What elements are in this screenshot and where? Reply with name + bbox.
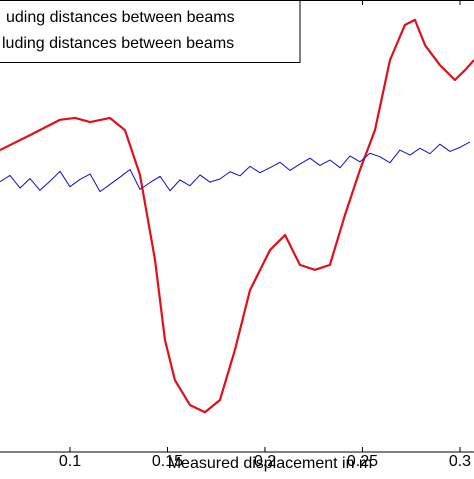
x-tick-label: 0.3 xyxy=(449,453,471,470)
x-tick-label: 0.15 xyxy=(152,453,183,470)
legend-label: luding distances between beams xyxy=(2,35,234,52)
x-tick-label: 0.1 xyxy=(59,453,81,470)
legend-box xyxy=(0,0,301,63)
x-tick-label: 0.25 xyxy=(347,453,378,470)
data-line xyxy=(0,141,471,193)
data-line xyxy=(0,18,474,414)
legend-label: uding distances between beams xyxy=(6,9,235,26)
x-tick-label: 0.2 xyxy=(254,453,276,470)
x-axis-label: Measured displacement in m xyxy=(168,455,373,472)
